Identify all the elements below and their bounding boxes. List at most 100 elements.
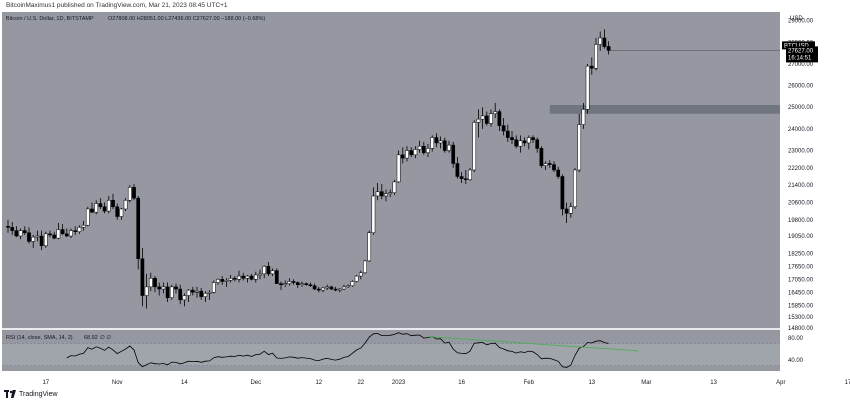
candle (379, 191, 384, 197)
candle (342, 286, 346, 290)
candle (35, 235, 40, 238)
price-tick-label: 27000.00 (788, 62, 814, 68)
candle (136, 197, 141, 259)
candle (165, 286, 170, 298)
candle (350, 281, 355, 287)
candle (85, 208, 90, 226)
candle (577, 124, 582, 171)
candle (384, 193, 388, 197)
candle (371, 195, 376, 234)
candle (232, 277, 237, 280)
candle (447, 144, 451, 151)
candle (468, 169, 472, 180)
candle (207, 292, 212, 294)
candle (300, 283, 304, 285)
candle (127, 187, 132, 201)
candle (510, 137, 514, 140)
candle (237, 275, 241, 280)
candle (262, 266, 267, 275)
candle (195, 290, 199, 293)
price-tick-label: 25000.00 (788, 105, 814, 111)
rsi-divergence-line (427, 336, 639, 352)
time-tick-label: 13 (710, 380, 717, 386)
price-tick-label: 23000.00 (788, 149, 814, 155)
candle (14, 230, 19, 237)
main-pane (2, 12, 780, 328)
rsi-band (2, 343, 780, 366)
price-tick-label: 15300.00 (788, 315, 814, 321)
candle (388, 192, 393, 195)
price-tick-label: 15850.00 (788, 303, 814, 309)
candle (581, 109, 586, 125)
candle (144, 286, 149, 296)
tradingview-footer[interactable]: TradingView (4, 390, 58, 398)
candle (220, 279, 225, 282)
candle (22, 230, 27, 234)
candle (463, 178, 468, 180)
candle (304, 283, 309, 285)
price-tick-label: 17050.00 (788, 277, 814, 283)
candle (396, 154, 401, 183)
candle (421, 145, 426, 153)
time-tick-label: Apr (776, 380, 785, 386)
candle (73, 230, 78, 232)
candle (346, 285, 351, 288)
candle (203, 293, 208, 297)
candle (10, 227, 15, 231)
candle (480, 115, 485, 120)
rsi-tick-label: 40.00 (788, 358, 804, 364)
candle (132, 187, 136, 199)
time-tick-label: 22 (357, 380, 364, 386)
candle (43, 233, 48, 247)
candle (476, 118, 481, 123)
rsi-value-label: 68.92 (84, 335, 98, 341)
time-tick-label: 12 (315, 380, 322, 386)
candle (119, 208, 124, 217)
candle (287, 281, 292, 284)
candle (526, 137, 531, 144)
candle (400, 154, 405, 159)
price-tick-label: 22200.00 (788, 166, 814, 172)
candle (69, 230, 73, 237)
time-tick-label: 17 (845, 380, 850, 386)
candle (602, 37, 607, 47)
candlestick-chart[interactable]: USD29000.0028000.0027000.0026000.0025000… (0, 10, 850, 390)
candle (405, 150, 409, 159)
candle (148, 277, 153, 288)
candle (31, 236, 36, 242)
candle (18, 230, 23, 237)
candle (409, 150, 414, 156)
candle (585, 65, 590, 110)
time-tick-label: 14 (181, 380, 188, 386)
candle (228, 277, 233, 281)
last-price-tag-bg (786, 46, 818, 63)
tradingview-brand: TradingView (19, 390, 58, 398)
candle (568, 206, 573, 214)
candle (573, 169, 577, 208)
candle (106, 200, 111, 212)
candle (81, 224, 86, 228)
candle (552, 164, 556, 171)
symbol-tag-bg (782, 41, 815, 50)
candle (249, 275, 254, 280)
candle (169, 286, 174, 298)
candle (455, 163, 460, 177)
candle (564, 208, 569, 214)
candle (98, 203, 103, 208)
candle (489, 113, 493, 124)
price-tick-label: 18250.00 (788, 251, 814, 257)
candle (354, 275, 359, 282)
candle (375, 191, 380, 197)
candle (484, 115, 489, 124)
ohlc-values: O27808.00 H28051.00 L27436.00 C27627.00 … (108, 16, 265, 22)
candle (430, 137, 435, 149)
candle (60, 229, 65, 235)
candle (547, 163, 552, 165)
last-price-value: 27627.00 (788, 48, 814, 54)
time-tick-label: 2023 (392, 380, 406, 386)
candle (560, 176, 565, 210)
candle (140, 258, 145, 296)
candle (291, 281, 296, 283)
candle (417, 145, 422, 150)
rsi-extra: ∅ ∅ (100, 334, 111, 341)
